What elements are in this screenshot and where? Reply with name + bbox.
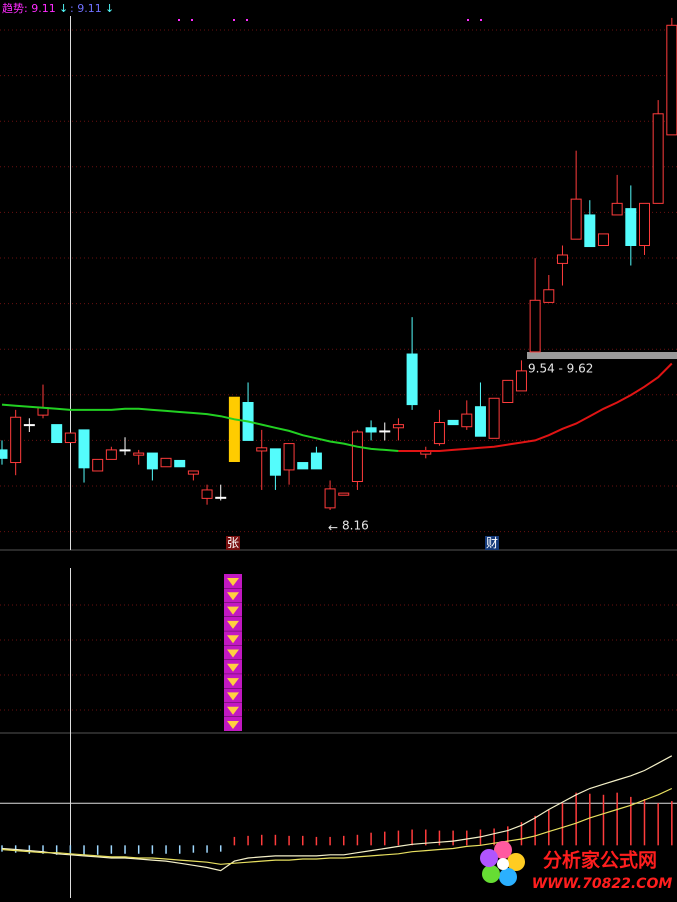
signal-icon bbox=[227, 721, 239, 729]
candle-body bbox=[515, 370, 527, 392]
signal-icon bbox=[227, 578, 239, 586]
signal-icon bbox=[227, 620, 239, 629]
candle-body bbox=[174, 459, 186, 468]
arrow-icon: ↓ bbox=[59, 2, 68, 15]
candle-body bbox=[0, 449, 8, 459]
candle-body bbox=[638, 202, 650, 246]
dots-decoration bbox=[178, 19, 482, 21]
ma-line bbox=[1, 403, 399, 452]
candle-body bbox=[146, 452, 158, 470]
candle-body bbox=[543, 289, 555, 303]
ma-line bbox=[398, 362, 673, 452]
signal-icon bbox=[227, 592, 239, 601]
marker-label: 张 bbox=[227, 536, 239, 550]
candle-body bbox=[119, 449, 131, 452]
plot bbox=[0, 17, 677, 872]
candle-body bbox=[105, 449, 117, 460]
indicator-label: 趋势: 9.11 bbox=[2, 2, 56, 15]
signal-icon bbox=[227, 706, 239, 715]
candle-body bbox=[51, 424, 63, 444]
candle-body bbox=[269, 448, 281, 476]
candle-body bbox=[406, 353, 418, 406]
candle-body bbox=[652, 113, 664, 204]
candle-body bbox=[597, 233, 609, 246]
candle-body bbox=[310, 452, 322, 470]
candle-body bbox=[570, 198, 582, 240]
candle-body bbox=[201, 489, 213, 499]
candle-body bbox=[64, 432, 76, 444]
range-label: 9.54 - 9.62 bbox=[528, 362, 593, 376]
signal-icon bbox=[227, 678, 239, 687]
candle-body bbox=[365, 427, 377, 433]
low-label: 8.16 bbox=[342, 518, 369, 532]
candle-body bbox=[297, 462, 309, 470]
candle-body bbox=[529, 299, 541, 353]
candle-body bbox=[351, 431, 363, 483]
candle-body bbox=[187, 470, 199, 475]
candle-body bbox=[160, 457, 172, 468]
arrow-icon: ↓ bbox=[105, 2, 114, 15]
signal-icon bbox=[227, 606, 239, 615]
candle-body bbox=[10, 416, 22, 464]
candle-body bbox=[392, 424, 404, 429]
watermark-name: 分析家公式网 bbox=[543, 849, 657, 872]
candle-body bbox=[447, 419, 459, 426]
candle-body bbox=[433, 422, 445, 445]
marker-label: 财 bbox=[486, 536, 498, 550]
candle-body bbox=[133, 452, 145, 456]
candle-body bbox=[611, 202, 623, 216]
macd-line bbox=[1, 787, 673, 865]
candle-body bbox=[461, 413, 473, 428]
signal-icon bbox=[227, 663, 239, 672]
arrow-icon: ← bbox=[328, 521, 338, 535]
candle-body bbox=[283, 443, 295, 471]
candle-body bbox=[92, 458, 104, 472]
signal-icon bbox=[227, 635, 239, 644]
candle-body bbox=[625, 208, 637, 246]
candle-body bbox=[379, 430, 391, 433]
grid-decoration bbox=[0, 29, 677, 711]
marker-box bbox=[226, 536, 240, 550]
signal-icon bbox=[227, 692, 239, 701]
candle-body bbox=[228, 396, 240, 462]
range-bar bbox=[527, 352, 677, 359]
indicator-label: : 9.11 bbox=[70, 2, 102, 15]
candle-body bbox=[556, 254, 568, 264]
candle-body bbox=[474, 406, 486, 437]
candle-body bbox=[23, 424, 35, 427]
candle-body bbox=[324, 488, 336, 509]
candle-body bbox=[338, 492, 350, 496]
candle-body bbox=[215, 496, 227, 499]
signal-icon bbox=[227, 649, 239, 658]
signal-icons bbox=[224, 574, 242, 731]
marker-box bbox=[485, 536, 499, 550]
candle-body bbox=[256, 447, 268, 452]
candle-body bbox=[502, 379, 514, 403]
candle-body bbox=[584, 214, 596, 248]
watermark-url: WWW.70822.COM bbox=[532, 876, 673, 892]
macd-line bbox=[1, 755, 673, 872]
candle-body bbox=[666, 24, 677, 136]
candle-body bbox=[78, 429, 90, 469]
logo bbox=[480, 841, 525, 886]
candle-body bbox=[488, 397, 500, 439]
